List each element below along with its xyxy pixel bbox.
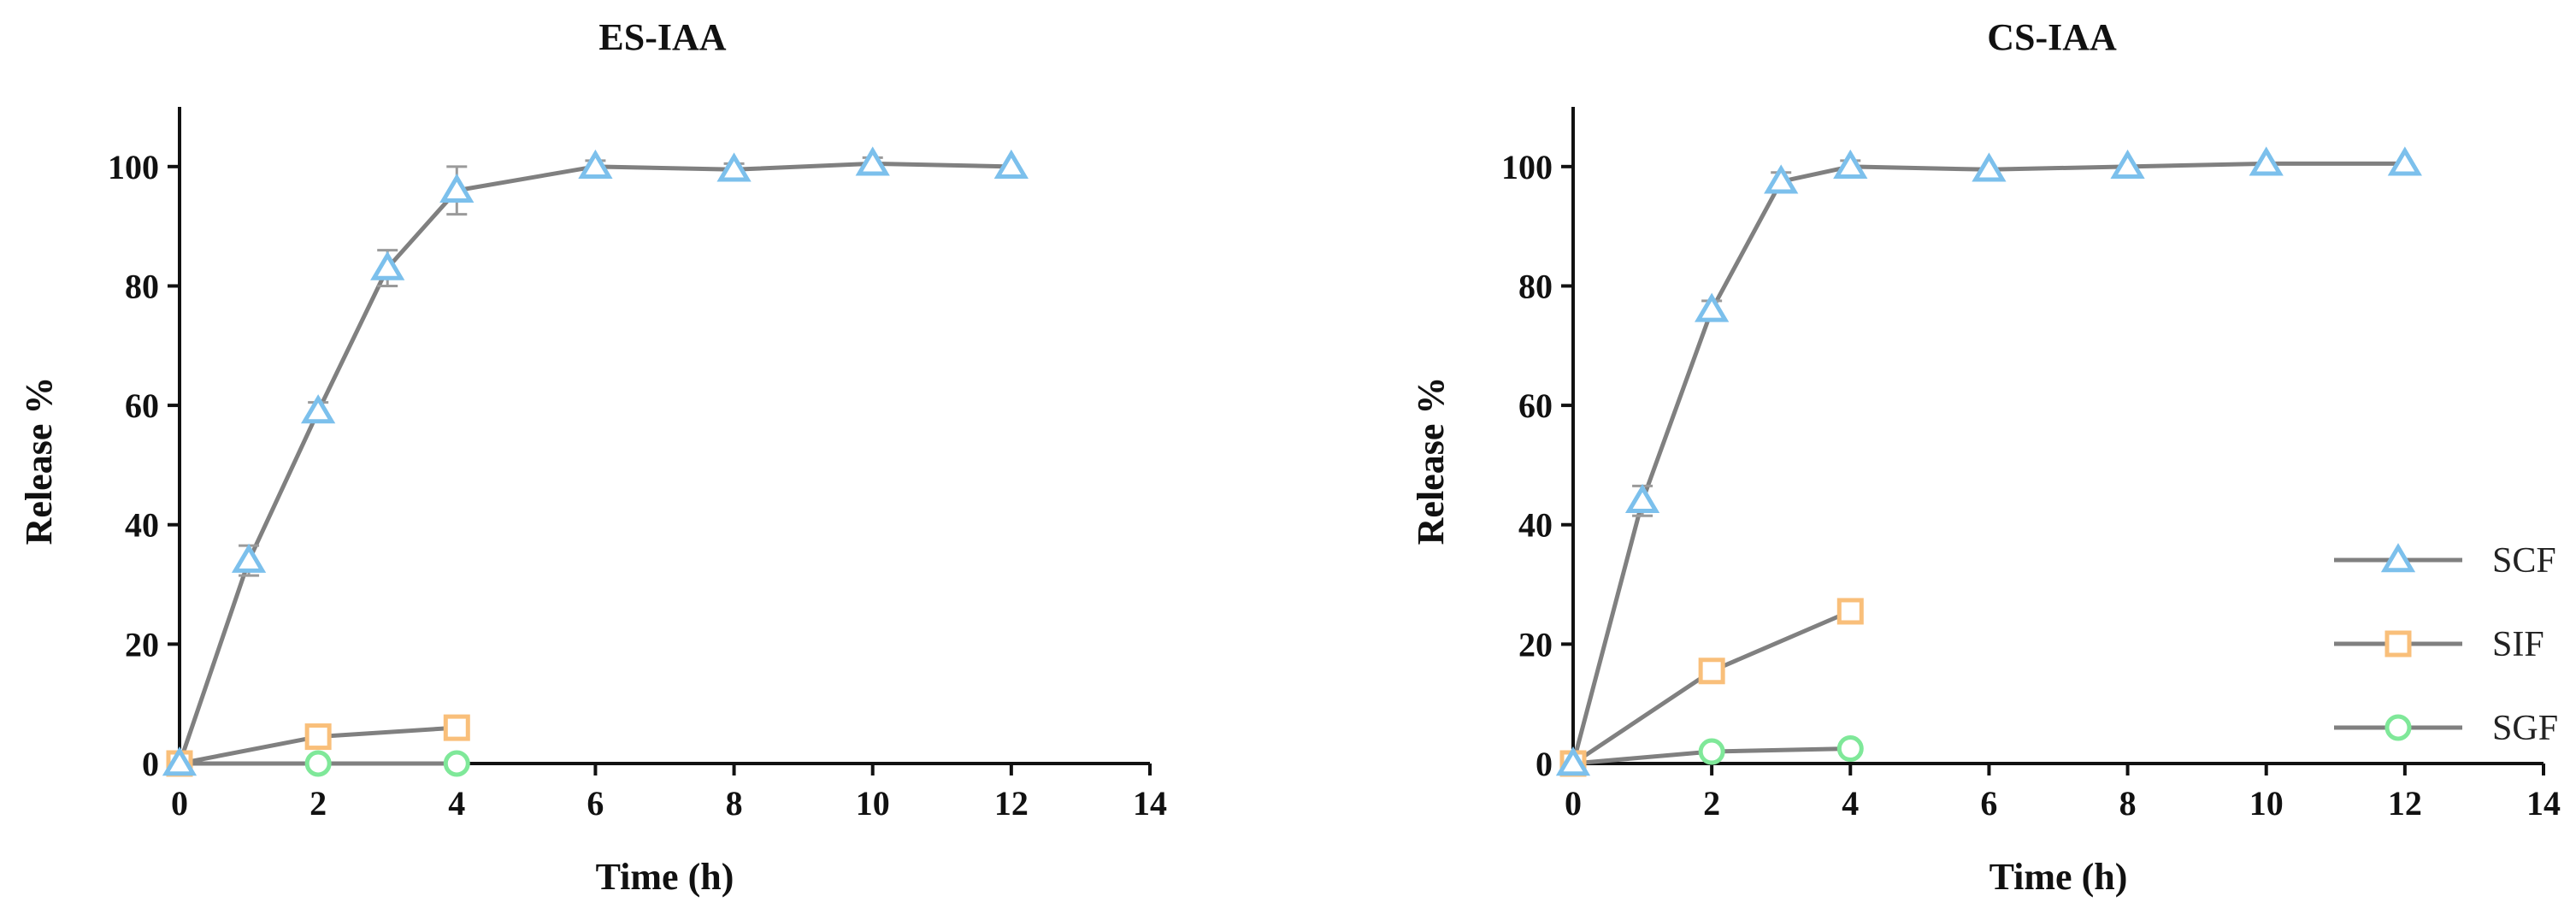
x-tick-label: 8	[2119, 784, 2137, 823]
data-point-sgf	[1698, 738, 1725, 765]
series-line-scf	[177, 161, 1011, 764]
legend-label: SIF	[2492, 625, 2544, 664]
y-tick-label: 80	[125, 267, 159, 305]
data-point-scf	[1695, 292, 1730, 322]
x-tick-label: 14	[2526, 784, 2561, 823]
x-axis-label: Time (h)	[1989, 856, 2128, 898]
x-tick-label: 6	[1980, 784, 1997, 823]
data-point-scf	[162, 746, 197, 776]
data-point-sif	[443, 714, 470, 741]
data-point-scf	[1764, 164, 1799, 194]
x-tick-label: 0	[1565, 784, 1582, 823]
data-point-sif	[1698, 657, 1725, 685]
chart-title: ES-IAA	[598, 16, 726, 58]
data-point-scf	[301, 394, 336, 424]
legend-marker-scf	[2380, 543, 2416, 573]
legend-marker-sif	[2384, 630, 2412, 657]
x-tick-label: 2	[1703, 784, 1720, 823]
data-point-scf	[716, 152, 752, 182]
data-point-scf	[1833, 149, 1868, 180]
legend-marker-sgf	[2384, 714, 2412, 741]
x-tick-label: 14	[1133, 784, 1167, 823]
chart-panel-es-iaa: ES-IAA 0 20 40 60 80 100 0 2 4 6 8 10 12 14 Time (h) Rel…	[18, 16, 1167, 898]
y-axis-label: Release %	[18, 377, 60, 545]
x-tick-label: 2	[309, 784, 327, 823]
x-tick-label: 6	[587, 784, 604, 823]
data-point-scf	[1624, 483, 1660, 513]
data-point-scf	[231, 543, 267, 573]
y-tick-label: 20	[125, 625, 159, 663]
legend: SCF SIF SGF	[2334, 541, 2558, 748]
x-axis-label: Time (h)	[596, 856, 734, 898]
y-tick-label: 60	[1518, 386, 1553, 425]
data-point-scf	[2110, 149, 2145, 180]
legend-item-scf: SCF	[2334, 541, 2556, 581]
legend-item-sif: SIF	[2334, 625, 2544, 664]
x-tick-label: 4	[448, 784, 465, 823]
data-point-scf	[1972, 152, 2007, 182]
x-tick-label: 10	[2249, 784, 2284, 823]
data-point-scf	[370, 251, 405, 280]
x-tick-label: 4	[1842, 784, 1859, 823]
data-point-scf	[855, 146, 890, 176]
legend-item-sgf: SGF	[2334, 709, 2558, 748]
data-point-sif	[304, 723, 332, 751]
chart-panel-cs-iaa: CS-IAA 0 20 40 60 80 100 0 2 4 6 8 10 12 14 Time (h) Rel…	[1410, 16, 2561, 898]
data-point-sgf	[443, 750, 470, 777]
data-point-scf	[439, 173, 475, 203]
legend-label: SCF	[2492, 541, 2556, 581]
x-tick-label: 12	[994, 784, 1029, 823]
data-point-scf	[2387, 146, 2422, 176]
x-tick-label: 0	[171, 784, 188, 823]
x-tick-label: 12	[2388, 784, 2422, 823]
y-tick-label: 40	[125, 506, 159, 545]
y-tick-label: 40	[1518, 506, 1553, 545]
data-point-sgf	[304, 750, 332, 777]
y-tick-label: 60	[125, 386, 159, 425]
y-axis-label: Release %	[1410, 377, 1452, 545]
y-tick-label: 0	[1536, 745, 1553, 783]
data-point-scf	[2249, 146, 2284, 176]
data-point-scf	[993, 149, 1029, 180]
legend-label: SGF	[2492, 709, 2558, 748]
y-tick-label: 100	[1501, 148, 1553, 186]
series-line-scf	[1571, 161, 2405, 764]
y-tick-label: 0	[142, 745, 159, 783]
data-point-scf	[1555, 746, 1591, 776]
data-point-sgf	[1836, 735, 1864, 763]
x-tick-label: 8	[726, 784, 743, 823]
y-tick-label: 80	[1518, 267, 1553, 305]
y-tick-label: 20	[1518, 625, 1553, 663]
data-point-scf	[578, 149, 613, 180]
x-tick-label: 10	[856, 784, 890, 823]
chart-title: CS-IAA	[1987, 16, 2117, 58]
data-point-sif	[1836, 598, 1864, 625]
y-tick-label: 100	[108, 148, 159, 186]
